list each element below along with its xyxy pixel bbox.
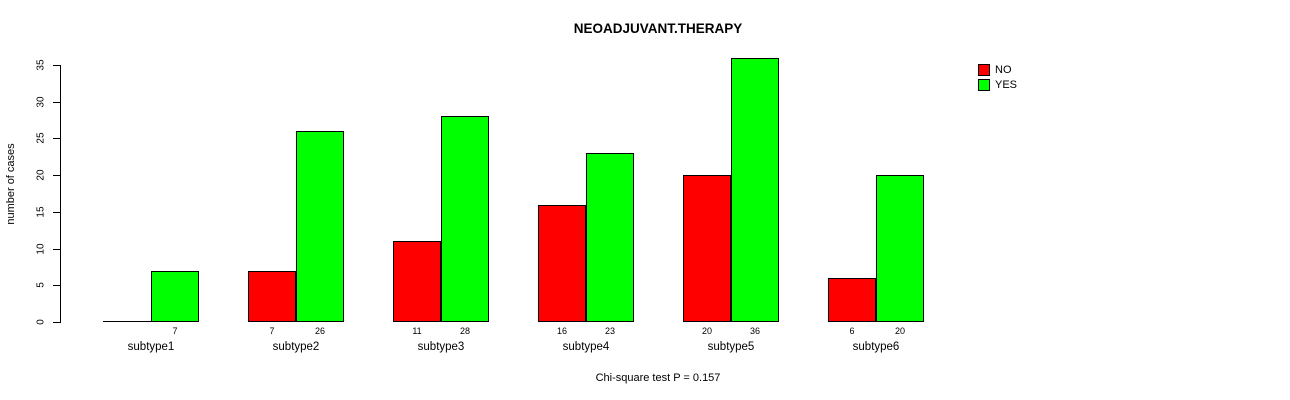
chart-title: NEOADJUVANT.THERAPY — [573, 21, 743, 36]
chi-square-annotation: Chi-square test P = 0.157 — [595, 372, 721, 384]
y-tick-mark — [53, 211, 60, 213]
y-tick-mark — [53, 285, 60, 287]
legend-entry-yes: YES — [978, 79, 1048, 94]
bar-yes-subtype4 — [586, 153, 634, 322]
bar-yes-subtype3 — [441, 116, 489, 322]
y-tick-label: 10 — [35, 243, 47, 255]
category-label-subtype4: subtype4 — [562, 341, 610, 353]
category-label-subtype5: subtype5 — [707, 341, 755, 353]
legend-entry-no: NO — [978, 64, 1048, 79]
bar-yes-subtype2 — [296, 131, 344, 322]
y-tick-mark — [53, 248, 60, 250]
bar-value-label: 28 — [459, 326, 471, 336]
bar-value-label: 6 — [849, 326, 855, 336]
y-tick-label: 5 — [35, 282, 47, 289]
bar-no-subtype2 — [248, 271, 296, 322]
bar-yes-subtype1 — [151, 271, 199, 322]
legend: NO YES — [978, 64, 1048, 94]
legend-label: YES — [995, 79, 1018, 91]
category-label-subtype3: subtype3 — [417, 341, 465, 353]
bar-no-subtype6 — [828, 278, 876, 322]
legend-label: NO — [995, 64, 1012, 76]
bar-no-subtype4 — [538, 205, 586, 322]
y-tick-mark — [53, 138, 60, 140]
bar-no-subtype5 — [683, 175, 731, 322]
y-tick-label: 0 — [35, 319, 47, 325]
category-label-subtype2: subtype2 — [272, 341, 320, 353]
legend-swatch-no — [978, 64, 990, 76]
y-tick-mark — [53, 175, 60, 177]
bar-no-subtype3 — [393, 241, 441, 322]
y-tick-mark — [53, 101, 60, 103]
bar-value-label: 23 — [604, 326, 616, 336]
y-tick-label: 15 — [35, 206, 47, 218]
y-tick-label: 25 — [35, 132, 47, 144]
bar-value-label: 36 — [749, 326, 761, 336]
bar-value-label: 11 — [412, 326, 422, 336]
bar-value-label: 7 — [172, 326, 178, 336]
category-label-subtype1: subtype1 — [127, 341, 175, 353]
bar-value-label: 16 — [556, 326, 568, 336]
bar-value-label: 26 — [314, 326, 326, 336]
y-tick-label: 30 — [35, 96, 47, 108]
y-tick-mark — [53, 65, 60, 66]
y-axis-line — [60, 65, 61, 323]
bar-no-subtype1 — [103, 321, 151, 322]
y-tick-label: 20 — [35, 169, 47, 181]
legend-swatch-yes — [978, 79, 990, 91]
category-label-subtype6: subtype6 — [852, 341, 900, 353]
bar-value-label: 7 — [269, 326, 275, 336]
y-tick-mark — [53, 322, 60, 323]
bar-value-label: 20 — [894, 326, 906, 336]
bar-value-label: 20 — [701, 326, 713, 336]
y-axis-title: number of cases — [5, 143, 17, 225]
bar-yes-subtype6 — [876, 175, 924, 322]
bar-yes-subtype5 — [731, 58, 779, 322]
y-tick-label: 35 — [35, 59, 47, 71]
